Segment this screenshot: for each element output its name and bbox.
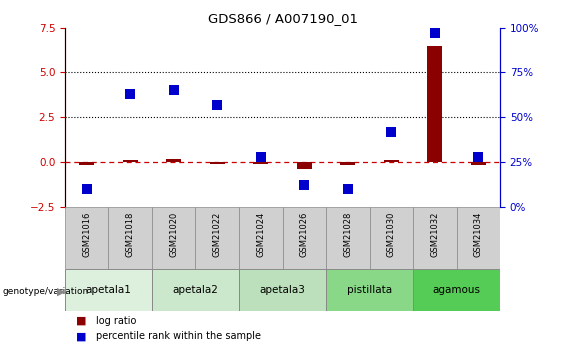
Bar xyxy=(239,269,326,310)
Bar xyxy=(253,162,268,164)
Text: GSM21028: GSM21028 xyxy=(344,212,352,257)
Text: GSM21020: GSM21020 xyxy=(170,212,178,257)
Text: ■: ■ xyxy=(76,332,87,341)
Bar xyxy=(123,160,138,162)
Point xyxy=(82,186,92,192)
Text: GSM21026: GSM21026 xyxy=(300,212,308,257)
Bar xyxy=(65,207,108,269)
Text: GSM21024: GSM21024 xyxy=(257,212,265,257)
Text: genotype/variation: genotype/variation xyxy=(3,287,89,296)
Bar xyxy=(282,207,326,269)
Bar xyxy=(195,207,239,269)
Text: apetala3: apetala3 xyxy=(259,285,306,295)
Point xyxy=(386,129,396,135)
Bar xyxy=(79,162,94,165)
Bar xyxy=(370,207,413,269)
Text: GSM21030: GSM21030 xyxy=(387,212,396,257)
Bar xyxy=(152,269,239,310)
Point xyxy=(170,88,179,93)
Point xyxy=(299,183,308,188)
Text: agamous: agamous xyxy=(433,285,480,295)
Bar xyxy=(239,207,282,269)
Point xyxy=(343,186,353,192)
Point xyxy=(257,154,266,159)
Bar xyxy=(457,207,500,269)
Bar xyxy=(340,162,355,165)
Bar xyxy=(427,46,442,162)
Text: GSM21032: GSM21032 xyxy=(431,212,439,257)
Bar xyxy=(471,162,486,165)
Text: ▶: ▶ xyxy=(56,287,66,296)
Bar xyxy=(152,207,195,269)
Bar xyxy=(413,269,500,310)
Bar xyxy=(210,162,225,164)
Text: GSM21016: GSM21016 xyxy=(82,212,91,257)
Bar xyxy=(65,269,152,310)
Point xyxy=(473,154,483,159)
Text: apetala2: apetala2 xyxy=(172,285,219,295)
Point xyxy=(431,30,440,36)
Bar xyxy=(413,207,457,269)
Text: GSM21022: GSM21022 xyxy=(213,212,221,257)
Bar xyxy=(384,160,399,162)
Point xyxy=(126,91,135,97)
Text: GDS866 / A007190_01: GDS866 / A007190_01 xyxy=(207,12,358,25)
Text: apetala1: apetala1 xyxy=(85,285,132,295)
Bar xyxy=(326,269,413,310)
Text: pistillata: pistillata xyxy=(347,285,392,295)
Bar xyxy=(166,159,181,162)
Bar xyxy=(326,207,370,269)
Text: GSM21018: GSM21018 xyxy=(126,212,134,257)
Bar xyxy=(297,162,312,169)
Text: log ratio: log ratio xyxy=(96,316,136,326)
Text: GSM21034: GSM21034 xyxy=(474,212,483,257)
Text: ■: ■ xyxy=(76,316,87,326)
Point xyxy=(212,102,221,108)
Text: percentile rank within the sample: percentile rank within the sample xyxy=(96,332,261,341)
Bar xyxy=(108,207,152,269)
